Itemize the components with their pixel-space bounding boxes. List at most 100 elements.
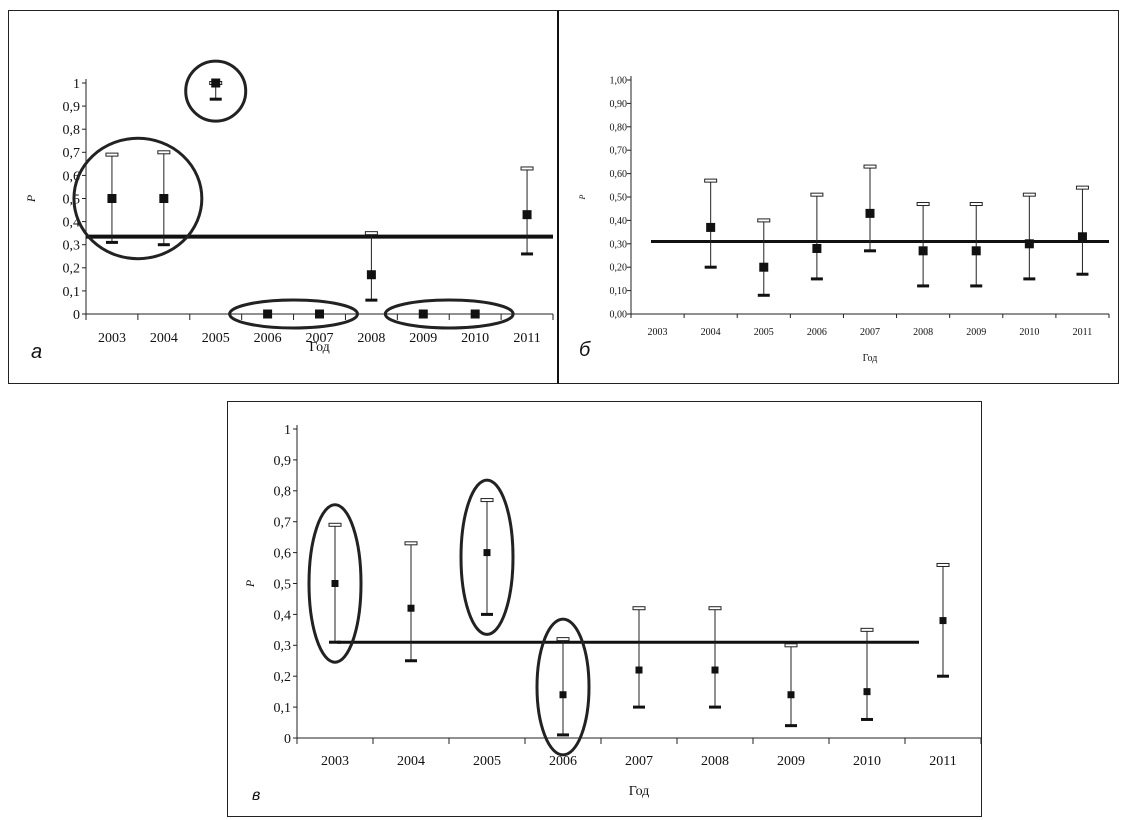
data-point-c <box>711 666 719 674</box>
y-tick-label-b: 0,80 <box>610 122 628 133</box>
error-cap-upper-b <box>810 192 824 197</box>
data-point-c <box>483 549 491 557</box>
x-axis-title-c: Год <box>629 784 650 799</box>
highlight-circle-a <box>72 136 204 261</box>
x-tick-label-b: 2006 <box>807 327 827 338</box>
x-tick-label-a: 2006 <box>254 331 282 346</box>
error-cap-upper-a <box>157 150 171 155</box>
data-point-b <box>971 246 981 256</box>
data-point-c <box>407 604 415 612</box>
data-point-a <box>522 210 532 220</box>
y-tick-label-a: 0,1 <box>63 285 81 300</box>
error-cap-lower-c <box>937 674 949 678</box>
error-cap-upper-c <box>784 643 798 648</box>
data-point-a <box>159 194 169 203</box>
x-tick-label-b: 2008 <box>913 327 933 338</box>
y-tick-label-b: 0,90 <box>610 99 628 110</box>
error-cap-upper-b <box>1022 192 1036 197</box>
highlight-circle-c <box>459 478 515 636</box>
error-cap-lower-b <box>810 277 823 281</box>
y-tick-label-a: 1 <box>73 77 80 92</box>
error-cap-lower-c <box>633 705 645 709</box>
x-tick-label-a: 2009 <box>409 331 437 346</box>
error-cap-upper-c <box>936 562 950 567</box>
chart-svg-c: 0 0,1 0,2 0,3 0,4 0,5 0,6 0,7 0,8 0,9 1 2003 2004 200… <box>243 423 982 804</box>
data-point-b <box>706 222 716 232</box>
x-tick-label-a: 2008 <box>357 331 385 346</box>
x-tick-label-a: 2005 <box>202 331 230 346</box>
y-tick-label-a: 0,2 <box>63 262 81 277</box>
error-cap-lower-c <box>709 705 721 709</box>
y-tick-label-b: 0,30 <box>610 239 628 250</box>
x-tick-label-b: 2009 <box>966 327 986 338</box>
error-cap-lower-c <box>481 612 493 616</box>
error-cap-upper-b <box>1075 185 1089 190</box>
data-point-c <box>863 688 871 696</box>
y-tick-label-b: 0,20 <box>610 263 628 274</box>
x-tick-label-b: 2005 <box>754 327 774 338</box>
y-tick-label-b: 1,00 <box>610 76 628 87</box>
data-point-a <box>418 309 428 319</box>
highlight-circle-a <box>184 59 248 123</box>
y-tick-label-c: 0,7 <box>274 516 292 531</box>
data-point-b <box>1077 232 1087 242</box>
panel-letter-b: б <box>579 339 591 361</box>
y-tick-label-c: 0,9 <box>274 454 292 469</box>
error-cap-upper-b <box>916 202 930 207</box>
error-cap-lower-b <box>864 249 876 253</box>
error-cap-upper-c <box>556 637 570 642</box>
error-cap-lower-c <box>861 717 873 721</box>
data-point-c <box>787 691 795 699</box>
y-axis-title-c: P <box>243 579 257 588</box>
x-tick-label-a: 2003 <box>98 331 126 346</box>
x-tick-label-a: 2004 <box>150 331 178 346</box>
y-tick-label-a: 0,4 <box>63 216 81 231</box>
highlight-circle-a <box>383 298 515 330</box>
error-cap-lower-b <box>1023 277 1036 281</box>
data-point-a <box>263 309 273 319</box>
y-tick-label-b: 0,50 <box>610 193 628 204</box>
x-tick-label-c: 2010 <box>853 754 881 769</box>
data-point-c <box>939 617 947 625</box>
data-point-c <box>559 691 567 699</box>
data-point-a <box>470 309 480 319</box>
data-point-a <box>107 194 117 203</box>
error-cap-upper-a <box>520 166 534 171</box>
data-point-b <box>1024 239 1034 249</box>
error-cap-upper-a <box>364 231 378 236</box>
x-tick-label-c: 2003 <box>321 754 349 769</box>
x-axis-title-a: Год <box>309 340 330 355</box>
y-tick-label-c: 0,6 <box>274 547 292 562</box>
x-tick-label-b: 2003 <box>648 327 668 338</box>
chart-panel-c: 0 0,1 0,2 0,3 0,4 0,5 0,6 0,7 0,8 0,9 1 2003 2004 200… <box>227 401 982 817</box>
x-tick-label-a: 2011 <box>513 331 540 346</box>
y-tick-label-c: 0,5 <box>274 577 292 592</box>
y-axis-title-b: P <box>578 194 587 200</box>
y-tick-label-a: 0,7 <box>63 146 81 161</box>
x-tick-label-c: 2006 <box>549 754 577 769</box>
error-cap-upper-c <box>860 627 874 632</box>
highlight-circle-c <box>307 503 363 664</box>
data-point-b <box>812 243 822 253</box>
x-axis-title-b: Год <box>863 353 878 364</box>
x-tick-label-b: 2004 <box>701 327 721 338</box>
error-cap-lower-a <box>105 240 118 244</box>
highlight-circle-c <box>535 617 591 757</box>
error-cap-lower-a <box>209 97 222 101</box>
error-cap-upper-c <box>328 522 342 527</box>
error-cap-upper-c <box>708 606 722 611</box>
x-tick-label-a: 2007 <box>306 331 334 346</box>
error-cap-lower-c <box>557 733 569 737</box>
error-cap-lower-b <box>757 293 770 297</box>
error-cap-upper-c <box>632 606 646 611</box>
error-cap-lower-a <box>157 243 170 247</box>
y-tick-label-c: 0,8 <box>274 485 292 500</box>
x-tick-label-c: 2005 <box>473 754 501 769</box>
error-cap-lower-b <box>1076 272 1089 276</box>
chart-panel-a: 0 0,1 0,2 0,3 0,4 0,5 0,6 0,7 0,8 0,9 1 2003 2004 200… <box>8 10 559 384</box>
y-tick-label-a: 0,8 <box>63 123 81 138</box>
error-cap-upper-b <box>704 178 718 183</box>
highlight-circle-a <box>228 298 359 330</box>
error-cap-lower-a <box>365 298 378 302</box>
data-point-a <box>315 309 324 319</box>
